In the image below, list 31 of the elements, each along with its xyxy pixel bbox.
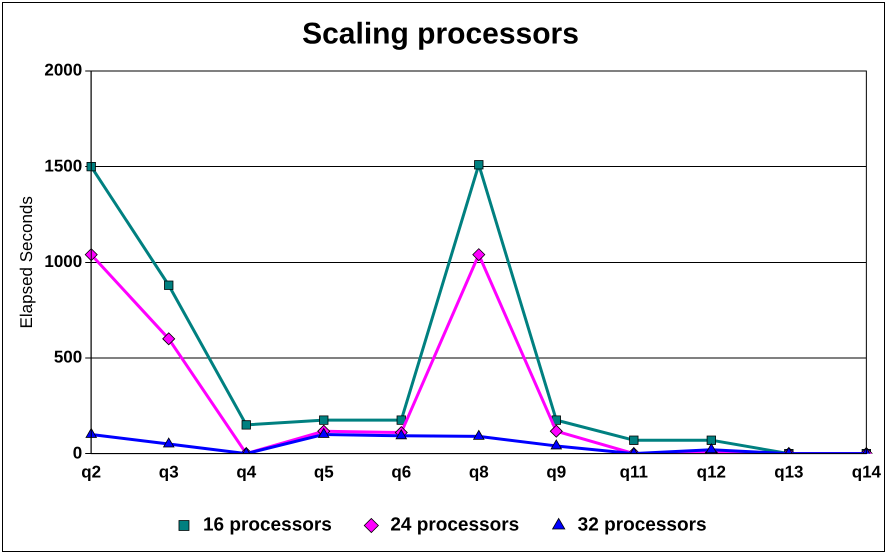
x-tick-label: q14 — [852, 462, 882, 482]
y-tick-label: 1000 — [44, 252, 82, 271]
x-tick-label: q4 — [236, 462, 257, 482]
y-tick-label: 2000 — [44, 60, 82, 80]
x-tick-label: q8 — [468, 462, 489, 482]
point — [163, 438, 174, 448]
legend-label: 16 processors — [202, 514, 332, 536]
legend-label: 32 processors — [578, 514, 707, 536]
point — [396, 429, 407, 440]
point — [706, 443, 717, 454]
y-tick-label: 500 — [54, 348, 82, 367]
point — [473, 430, 484, 440]
point — [164, 280, 174, 290]
point — [318, 428, 330, 438]
x-tick-label: q6 — [391, 462, 412, 482]
point — [474, 160, 484, 170]
x-tick-label: q5 — [314, 462, 334, 482]
point — [550, 440, 562, 450]
x-tick-label: q13 — [774, 462, 804, 482]
x-tick-label: q2 — [81, 462, 102, 482]
x-tick-label: q9 — [546, 462, 566, 482]
y-tick-label: 0 — [72, 443, 82, 462]
x-tick-label: q3 — [158, 462, 179, 482]
y-tick-label: 1500 — [44, 156, 82, 176]
x-tick-label: q11 — [620, 462, 648, 482]
chart-title: Scaling processors — [302, 17, 579, 50]
point — [162, 332, 176, 346]
y-axis-title: Elapsed Seconds — [16, 196, 36, 328]
x-tick-label: q12 — [696, 462, 726, 482]
point — [472, 248, 486, 262]
legend-label: 24 processors — [390, 514, 520, 536]
